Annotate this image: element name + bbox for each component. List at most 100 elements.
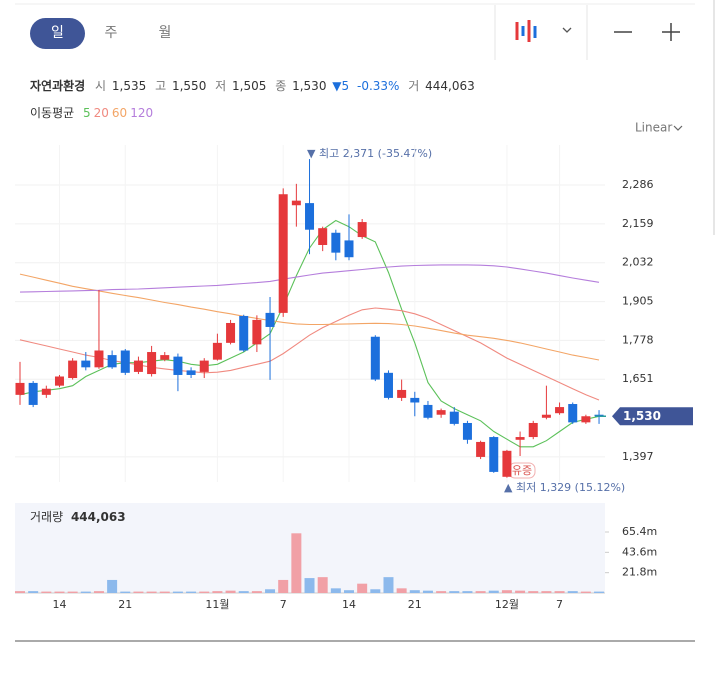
candle-body [68,360,78,379]
candle-body [252,319,262,345]
candle-body [423,404,433,418]
volume-tick-label: 21.8m [622,566,657,579]
value: 1,505 [232,79,266,93]
volume-bar [580,591,591,593]
event-annotation[interactable]: 유증 [512,464,532,477]
volume-bar [304,578,315,593]
volume-bar [357,583,368,593]
ma-legend-item: 5 [83,106,91,120]
y-tick-label: 2,159 [622,217,654,230]
candle-body [581,416,591,423]
value: 1,550 [172,79,206,93]
candle-body [133,360,143,372]
volume-bar [172,591,183,593]
candle-body [291,200,301,206]
candle-body [502,450,512,477]
candle-body [515,437,525,440]
x-tick-label: 11월 [205,598,229,611]
zoom-in[interactable] [662,23,680,41]
scale-mode[interactable]: Linear [635,121,672,135]
scale-dropdown[interactable] [673,125,683,131]
x-tick-label: 12월 [495,598,519,611]
volume-bar [488,590,499,593]
max-annotation: ▼ 최고 2,371 (-35.47%) [307,147,432,160]
volume-bar [567,591,578,593]
volume-bar [15,591,25,593]
value: 1,535 [112,79,146,93]
candle-body [594,414,604,417]
x-tick-label: 21 [408,598,422,611]
x-tick-label: 14 [52,598,66,611]
volume-bar [396,588,407,593]
volume-panel [15,503,605,593]
chart-type-icon[interactable] [515,20,537,42]
candle-body [278,194,288,313]
volume-bar [107,579,118,593]
volume-bar [291,533,302,593]
volume-bar [120,591,131,593]
candle-body [265,312,275,327]
candle-body [212,342,222,360]
candle-body [54,376,64,386]
y-tick-label: 1,651 [622,372,654,385]
label: 거 [408,79,419,93]
volume-bar [159,591,170,593]
volume-bar [541,591,552,593]
y-tick-label: 2,032 [622,256,654,269]
volume-bar [28,591,39,593]
volume-bar [594,591,605,593]
volume-bar [554,591,565,593]
candle-body [318,228,328,245]
candle-body [173,356,183,375]
candle-body [541,414,551,418]
candle-body [186,370,196,375]
volume-bar [449,591,460,593]
candle-body [555,407,565,414]
moving-average-line [19,264,600,293]
tab[interactable]: 일 [51,25,64,41]
dropdown-icon[interactable] [562,27,572,33]
candle-body [410,397,420,403]
volume-bar [475,591,486,593]
candle-body [331,232,341,253]
candle-body [397,389,407,398]
volume-bar [186,591,197,593]
info-line: 자연과환경 시 1,535 고 1,550 저 1,505 종 1,530 ▼5… [30,78,475,93]
ma-legend-item: 120 [130,106,153,120]
volume-bar [317,577,328,593]
candle-body [147,352,157,375]
volume-bar [54,591,65,593]
candle-body [370,336,380,380]
volume-bar [265,589,276,593]
tab-active-bg[interactable] [30,18,85,49]
volume-bar [238,591,249,593]
volume-bar [93,591,104,593]
volume-total: 444,063 [71,510,126,524]
change: ▼5 [332,79,349,93]
tab[interactable]: 주 [105,25,118,41]
volume-bar [67,591,78,593]
volume-bar [199,591,210,593]
volume-tick-label: 43.6m [622,545,657,558]
volume-bar [330,588,341,593]
moving-average-line [19,273,600,361]
volume-bar [133,591,144,593]
value: 444,063 [425,79,475,93]
candle-body [226,322,236,343]
x-tick-label: 21 [118,598,132,611]
moving-average-line [19,219,600,448]
candle-body [305,203,315,230]
volume-bar [212,591,223,593]
candle-body [344,240,354,258]
candle-body [383,372,393,398]
candle-body [107,355,117,368]
volume-bar [515,590,526,593]
candle-body [239,315,249,351]
candle-body [41,388,51,395]
tab[interactable]: 월 [159,25,172,41]
candle-body [449,411,459,424]
candle-body [528,422,538,438]
candle-body [94,350,104,368]
volume-bar [370,589,381,593]
